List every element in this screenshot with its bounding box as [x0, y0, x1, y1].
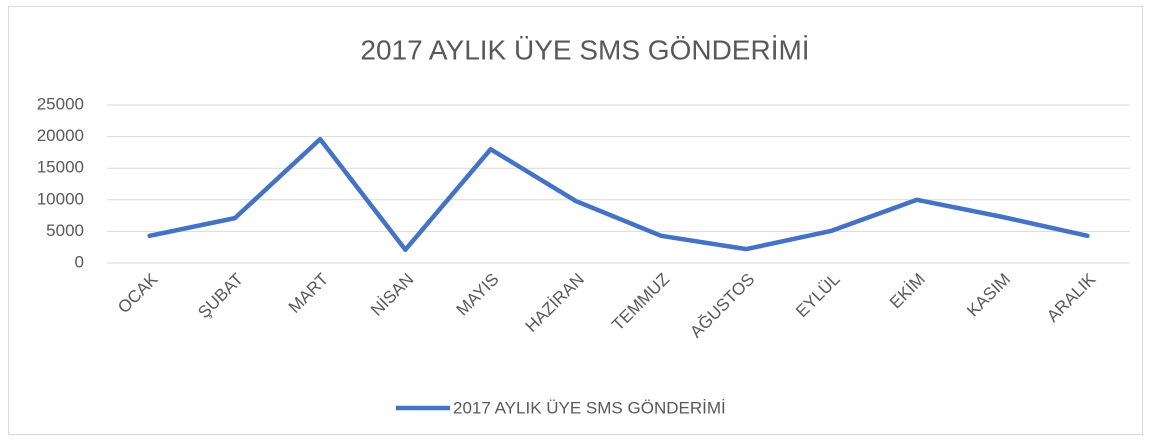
y-tick-label: 0	[75, 252, 84, 271]
y-tick-label: 20000	[37, 126, 84, 145]
y-tick-label: 5000	[46, 221, 84, 240]
chart-title: 2017 AYLIK ÜYE SMS GÖNDERİMİ	[360, 34, 809, 65]
chart-frame	[8, 6, 1143, 435]
legend-label: 2017 AYLIK ÜYE SMS GÖNDERİMİ	[453, 398, 726, 417]
y-tick-label: 25000	[37, 94, 84, 113]
y-tick-label: 10000	[37, 189, 84, 208]
y-tick-label: 15000	[37, 158, 84, 177]
data-line	[147, 136, 1090, 252]
